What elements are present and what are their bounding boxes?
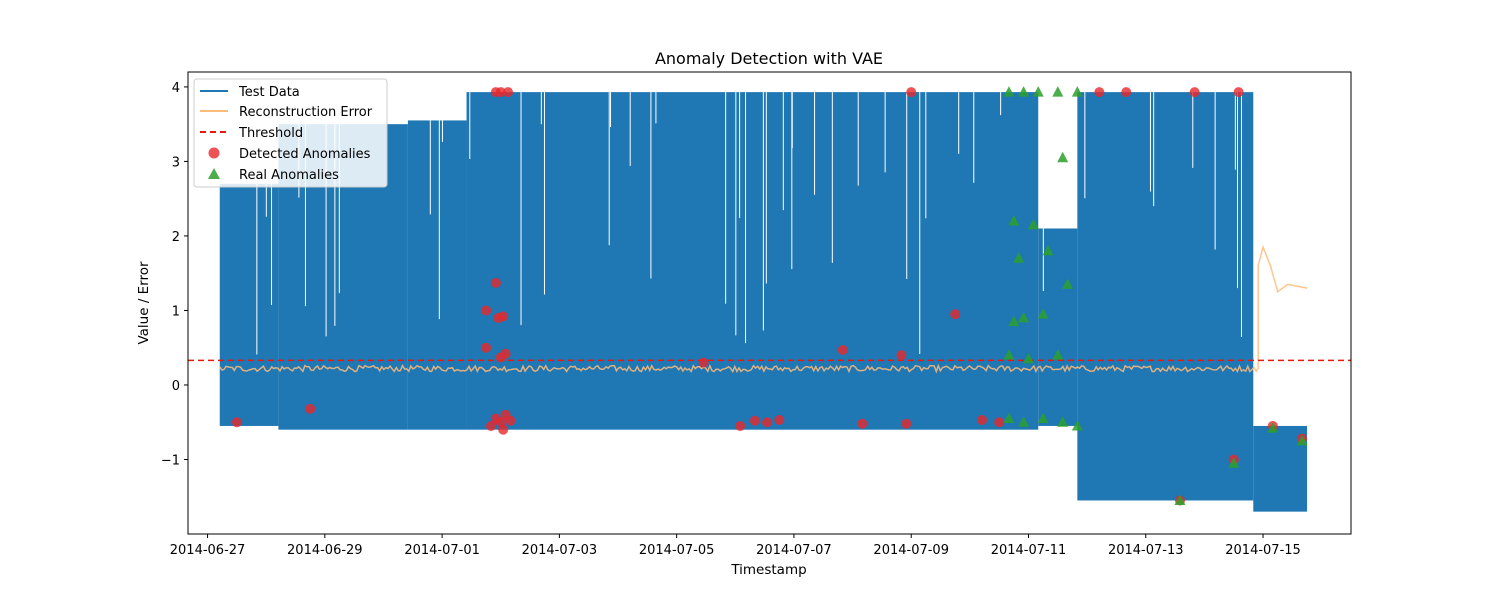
real-anomaly-point xyxy=(1228,457,1240,468)
real-anomaly-point xyxy=(1022,352,1034,364)
x-tick-label: 2014-07-09 xyxy=(873,543,949,558)
test-data-band xyxy=(466,92,1039,430)
real-anomaly-point xyxy=(1062,278,1074,289)
detected-anomaly-point xyxy=(857,418,868,429)
reconstruction-error-line xyxy=(219,244,1308,374)
detected-anomaly-point xyxy=(505,415,516,426)
detected-anomaly-point xyxy=(500,348,511,359)
series-test-data xyxy=(219,92,1308,512)
real-anomaly-point xyxy=(1037,308,1049,319)
real-anomaly-point xyxy=(1042,244,1054,256)
detected-anomaly-point xyxy=(735,420,746,431)
series-reconstruction-error xyxy=(219,244,1308,374)
detected-anomaly-point xyxy=(495,87,506,98)
detected-anomaly-point xyxy=(896,350,907,361)
x-axis-label: Timestamp xyxy=(730,562,806,578)
detected-anomaly-point xyxy=(503,87,514,98)
detected-anomaly-point xyxy=(1094,87,1105,98)
real-anomaly-point xyxy=(1052,349,1064,360)
y-axis-label: Value / Error xyxy=(136,261,152,345)
legend-label-reconstruction-error: Reconstruction Error xyxy=(239,105,373,120)
detected-anomaly-point xyxy=(1121,87,1132,98)
legend-marker-real-anomalies xyxy=(208,168,220,179)
detected-anomaly-point xyxy=(481,342,492,353)
real-anomaly-point xyxy=(1296,434,1308,446)
detected-anomaly-point xyxy=(901,418,912,429)
legend-box xyxy=(193,78,388,188)
chart-title: Anomaly Detection with VAE xyxy=(655,49,883,68)
real-anomaly-point xyxy=(1018,86,1030,97)
real-anomaly-point xyxy=(1008,315,1020,327)
y-tick-label: 0 xyxy=(172,379,180,394)
series-real-anomalies xyxy=(1003,86,1308,505)
real-anomaly-point xyxy=(1018,311,1030,323)
real-anomaly-point xyxy=(1027,218,1039,230)
legend-marker-detected-anomalies xyxy=(208,147,220,159)
legend-label-real-anomalies: Real Anomalies xyxy=(239,168,339,183)
detected-anomaly-point xyxy=(774,414,785,425)
x-axis: 2014-06-27 2014-06-29 2014-07-01 2014-07-03… xyxy=(170,534,1301,558)
detected-anomaly-point xyxy=(1189,87,1200,98)
real-anomaly-point xyxy=(1037,412,1049,423)
real-anomaly-point xyxy=(1018,416,1030,427)
detected-anomaly-point xyxy=(498,311,509,322)
real-anomaly-point xyxy=(1052,86,1064,97)
real-anomaly-point xyxy=(1174,494,1186,505)
detected-anomaly-point xyxy=(994,417,1005,428)
test-data-band xyxy=(407,120,467,430)
real-anomaly-point xyxy=(1003,349,1015,360)
test-data-band xyxy=(1077,92,1254,501)
legend-label-threshold: Threshold xyxy=(238,126,303,141)
real-anomaly-point xyxy=(1071,86,1083,97)
plot-frame xyxy=(187,71,1352,535)
series-detected-anomalies xyxy=(231,87,1308,506)
legend-label-test-data: Test Data xyxy=(238,85,300,100)
real-anomaly-point xyxy=(1032,86,1044,97)
real-anomaly-point xyxy=(1267,422,1279,433)
x-tick-label: 2014-07-13 xyxy=(1108,543,1184,558)
detected-anomaly-point xyxy=(749,415,760,426)
x-tick-label: 2014-07-11 xyxy=(991,543,1067,558)
legend: Test Data Reconstruction Error Threshold… xyxy=(193,78,388,188)
x-tick-label: 2014-06-29 xyxy=(287,543,363,558)
real-anomaly-point xyxy=(1071,419,1083,431)
detected-anomaly-point xyxy=(950,309,961,320)
detected-anomaly-point xyxy=(1233,87,1244,98)
detected-anomaly-point xyxy=(837,344,848,355)
detected-anomaly-point xyxy=(231,417,242,428)
detected-anomaly-point xyxy=(977,414,988,425)
test-data-band xyxy=(1038,228,1078,426)
y-tick-label: 1 xyxy=(172,304,180,319)
test-data-band xyxy=(219,183,279,426)
detected-anomaly-point xyxy=(485,420,496,431)
real-anomaly-point xyxy=(1013,252,1025,263)
real-anomaly-point xyxy=(1003,86,1015,97)
detected-anomaly-point xyxy=(498,424,509,435)
y-axis: −1 0 1 2 3 4 xyxy=(161,81,188,468)
x-tick-label: 2014-07-01 xyxy=(404,543,480,558)
real-anomaly-point xyxy=(1057,416,1069,427)
detected-anomaly-point xyxy=(762,417,773,428)
detected-anomaly-point xyxy=(490,277,501,288)
x-tick-label: 2014-07-07 xyxy=(756,543,832,558)
x-tick-label: 2014-07-15 xyxy=(1225,543,1301,558)
real-anomaly-point xyxy=(1003,412,1015,423)
y-tick-label: 2 xyxy=(172,230,180,245)
detected-anomaly-point xyxy=(305,403,316,414)
y-tick-label: 3 xyxy=(172,155,180,170)
y-tick-label: 4 xyxy=(172,81,180,96)
x-tick-label: 2014-06-27 xyxy=(170,543,246,558)
detected-anomaly-point xyxy=(906,87,917,98)
x-tick-label: 2014-07-03 xyxy=(522,543,598,558)
x-tick-label: 2014-07-05 xyxy=(639,543,715,558)
detected-anomaly-point xyxy=(481,305,492,316)
plot-area xyxy=(188,86,1351,512)
detected-anomaly-point xyxy=(698,357,709,368)
real-anomaly-point xyxy=(1008,215,1020,226)
real-anomaly-point xyxy=(1057,151,1069,163)
y-tick-label: −1 xyxy=(161,453,180,468)
legend-label-detected-anomalies: Detected Anomalies xyxy=(239,147,371,162)
